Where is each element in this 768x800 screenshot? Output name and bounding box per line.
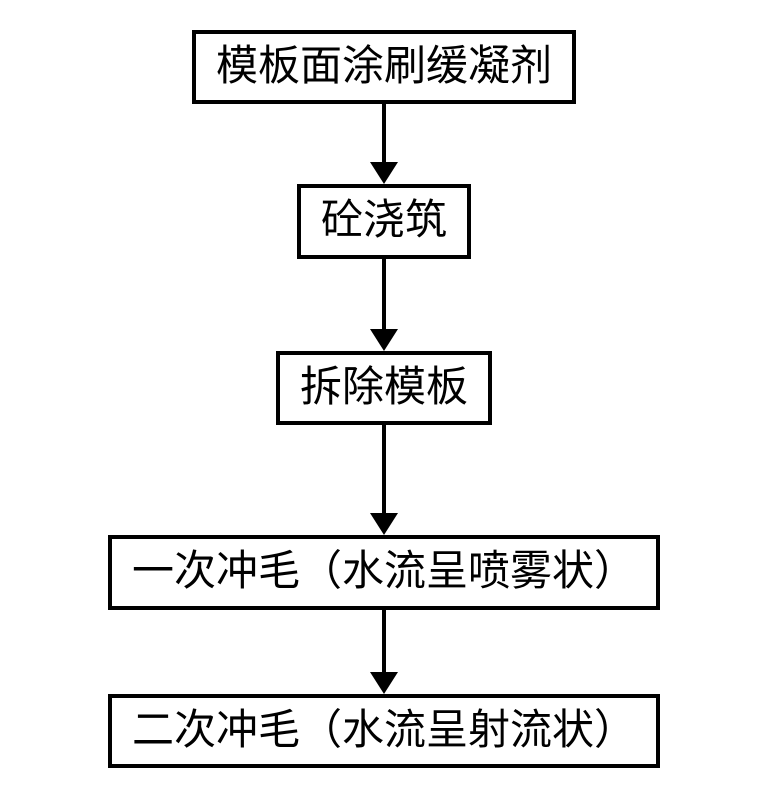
arrow-head-icon	[370, 513, 398, 535]
flow-node-4: 一次冲毛（水流呈喷雾状）	[108, 535, 660, 609]
flow-arrow-3	[370, 425, 398, 535]
flow-arrow-2	[370, 259, 398, 351]
arrow-head-icon	[370, 329, 398, 351]
flow-node-1: 模板面涂刷缓凝剂	[192, 30, 576, 104]
flow-node-3: 拆除模板	[276, 351, 492, 425]
arrow-line	[382, 425, 386, 513]
arrow-head-icon	[370, 672, 398, 694]
flow-arrow-1	[370, 104, 398, 184]
flow-node-2: 砼浇筑	[297, 184, 471, 258]
flow-node-5: 二次冲毛（水流呈射流状）	[108, 694, 660, 768]
arrow-line	[382, 610, 386, 672]
arrow-head-icon	[370, 162, 398, 184]
flowchart-container: 模板面涂刷缓凝剂 砼浇筑 拆除模板 一次冲毛（水流呈喷雾状） 二次冲毛（水流呈射…	[0, 0, 768, 768]
arrow-line	[382, 104, 386, 162]
arrow-line	[382, 259, 386, 329]
flow-arrow-4	[370, 610, 398, 694]
